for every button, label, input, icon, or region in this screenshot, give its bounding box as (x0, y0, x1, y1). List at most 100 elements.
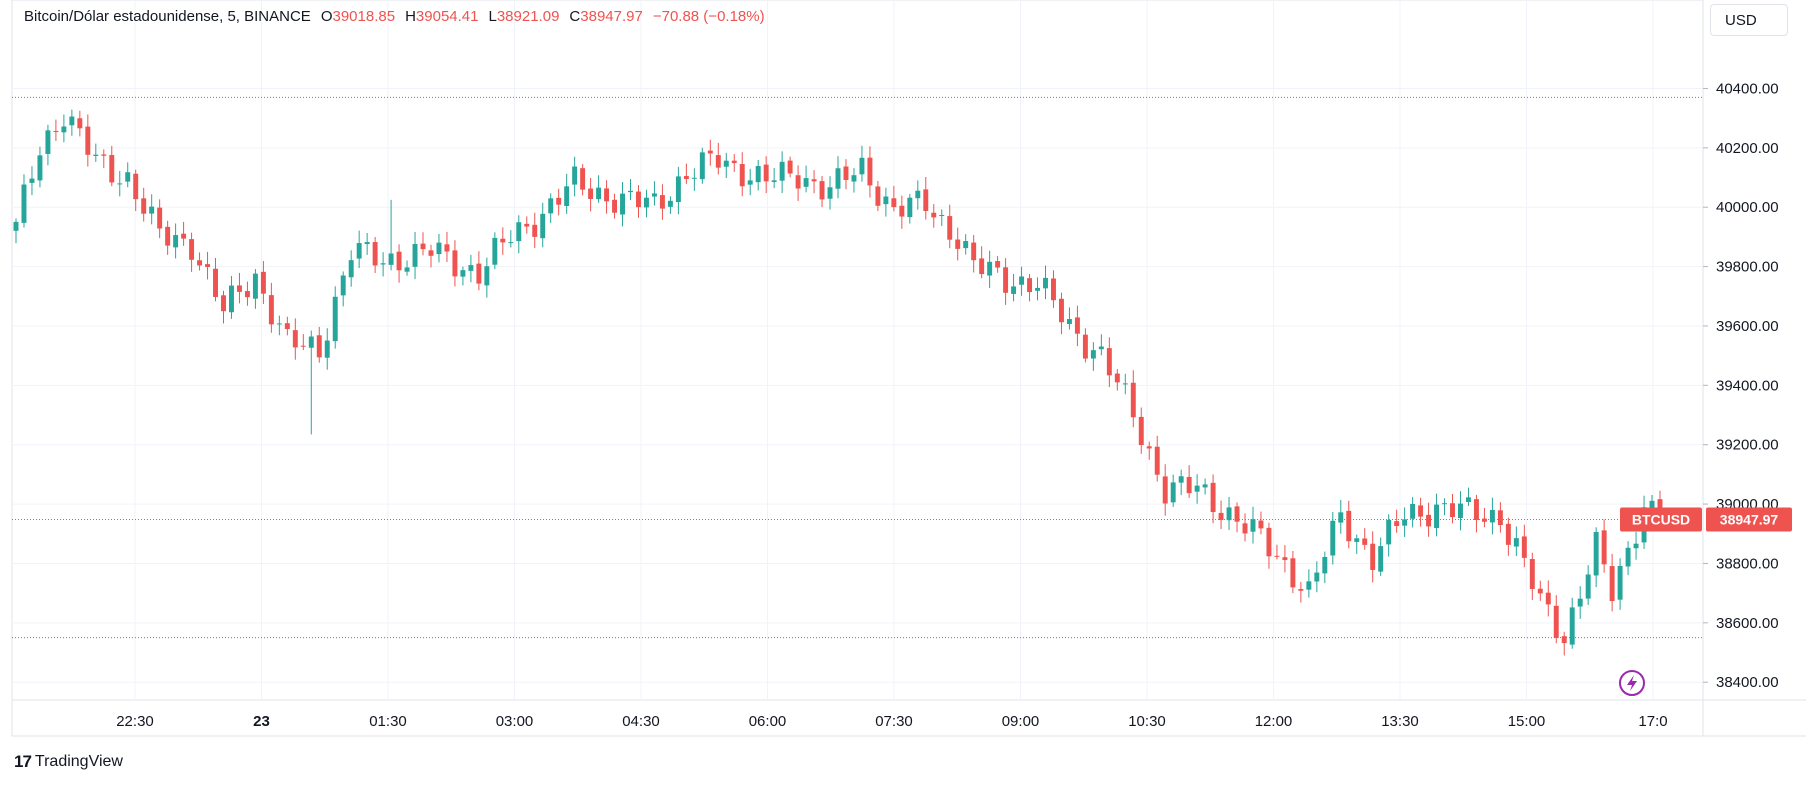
candle-body[interactable] (963, 241, 969, 249)
candle-body[interactable] (923, 189, 929, 211)
candle-body[interactable] (715, 155, 721, 168)
candle-body[interactable] (1346, 510, 1352, 542)
candle-body[interactable] (588, 188, 594, 200)
candle-body[interactable] (675, 176, 681, 203)
candle-body[interactable] (659, 195, 665, 209)
symbol-title[interactable]: Bitcoin/Dólar estadounidense, 5, BINANCE (24, 8, 311, 25)
candle-body[interactable] (420, 243, 426, 250)
candle-body[interactable] (843, 166, 849, 180)
candle-body[interactable] (1378, 546, 1384, 572)
candle-body[interactable] (268, 295, 274, 325)
candle-body[interactable] (1051, 278, 1056, 301)
candle-body[interactable] (971, 242, 977, 261)
candle-body[interactable] (1314, 572, 1320, 582)
candle-body[interactable] (1322, 556, 1328, 574)
candle-body[interactable] (1194, 485, 1200, 492)
candle-body[interactable] (85, 126, 91, 155)
candle-body[interactable] (308, 336, 314, 348)
candle-body[interactable] (771, 180, 777, 182)
candle-body[interactable] (324, 340, 330, 358)
candle-body[interactable] (1394, 521, 1400, 527)
candle-body[interactable] (157, 207, 163, 229)
candle-body[interactable] (979, 258, 985, 275)
candle-body[interactable] (819, 181, 825, 200)
candle-body[interactable] (1019, 276, 1025, 285)
candle-body[interactable] (827, 187, 833, 199)
candle-body[interactable] (404, 267, 410, 272)
candle-body[interactable] (1410, 503, 1416, 519)
candle-body[interactable] (476, 263, 482, 284)
candle-body[interactable] (1465, 497, 1471, 502)
candle-body[interactable] (1138, 416, 1144, 446)
candle-body[interactable] (13, 221, 19, 231)
candle-body[interactable] (1354, 538, 1360, 542)
candle-body[interactable] (1473, 499, 1479, 520)
candle-body[interactable] (1529, 559, 1535, 589)
candle-body[interactable] (1242, 523, 1248, 534)
candle-body[interactable] (149, 206, 155, 214)
candle-body[interactable] (1035, 287, 1040, 291)
candle-body[interactable] (1601, 530, 1607, 565)
candle-body[interactable] (1274, 555, 1280, 557)
candle-body[interactable] (851, 175, 857, 182)
candle-body[interactable] (396, 251, 402, 271)
candle-body[interactable] (867, 157, 873, 186)
candle-body[interactable] (739, 164, 745, 187)
candle-body[interactable] (556, 197, 562, 205)
candle-body[interactable] (1082, 334, 1088, 359)
candle-body[interactable] (205, 264, 211, 267)
candle-body[interactable] (1066, 319, 1072, 325)
candle-body[interactable] (1170, 482, 1176, 503)
candle-body[interactable] (468, 265, 474, 271)
candle-body[interactable] (1617, 565, 1623, 600)
candle-body[interactable] (61, 126, 67, 133)
candle-body[interactable] (508, 242, 514, 244)
candle-body[interactable] (1450, 503, 1455, 518)
candle-body[interactable] (572, 166, 578, 185)
candle-body[interactable] (1370, 543, 1376, 570)
candle-body[interactable] (1505, 523, 1511, 545)
candle-body[interactable] (1162, 476, 1168, 504)
candle-body[interactable] (340, 275, 346, 296)
candle-body[interactable] (252, 273, 258, 299)
candle-body[interactable] (580, 168, 586, 190)
candle-body[interactable] (109, 155, 115, 183)
candle-body[interactable] (1434, 504, 1440, 529)
candle-body[interactable] (516, 222, 522, 242)
candle-body[interactable] (284, 323, 290, 330)
candle-body[interactable] (731, 160, 737, 164)
candle-body[interactable] (69, 116, 75, 126)
candle-body[interactable] (891, 198, 897, 208)
candle-body[interactable] (987, 261, 993, 276)
candle-body[interactable] (763, 164, 769, 182)
candle-body[interactable] (1442, 503, 1447, 505)
candle-body[interactable] (875, 186, 881, 206)
candle-body[interactable] (133, 173, 139, 200)
candle-body[interactable] (1226, 507, 1232, 521)
candle-body[interactable] (1146, 446, 1152, 449)
candle-body[interactable] (548, 198, 554, 214)
candle-body[interactable] (1585, 574, 1591, 599)
candle-body[interactable] (484, 266, 490, 286)
candle-body[interactable] (1282, 557, 1288, 561)
candle-body[interactable] (532, 224, 538, 237)
candle-body[interactable] (1362, 538, 1368, 545)
candle-body[interactable] (995, 261, 1001, 268)
candle-body[interactable] (636, 191, 641, 208)
candle-body[interactable] (1122, 383, 1128, 385)
candle-body[interactable] (1497, 510, 1503, 526)
candle-body[interactable] (197, 260, 203, 266)
candle-body[interactable] (1210, 482, 1216, 513)
candle-body[interactable] (141, 198, 147, 214)
candle-body[interactable] (1561, 636, 1567, 644)
candle-body[interactable] (1481, 518, 1487, 522)
candle-body[interactable] (540, 213, 546, 239)
candle-body[interactable] (229, 285, 234, 313)
candle-body[interactable] (835, 168, 841, 189)
candle-body[interactable] (1489, 509, 1495, 523)
candle-body[interactable] (356, 243, 362, 259)
candle-body[interactable] (1330, 520, 1336, 556)
candle-body[interactable] (604, 188, 610, 202)
candle-body[interactable] (452, 250, 458, 277)
candle-body[interactable] (1458, 503, 1463, 519)
